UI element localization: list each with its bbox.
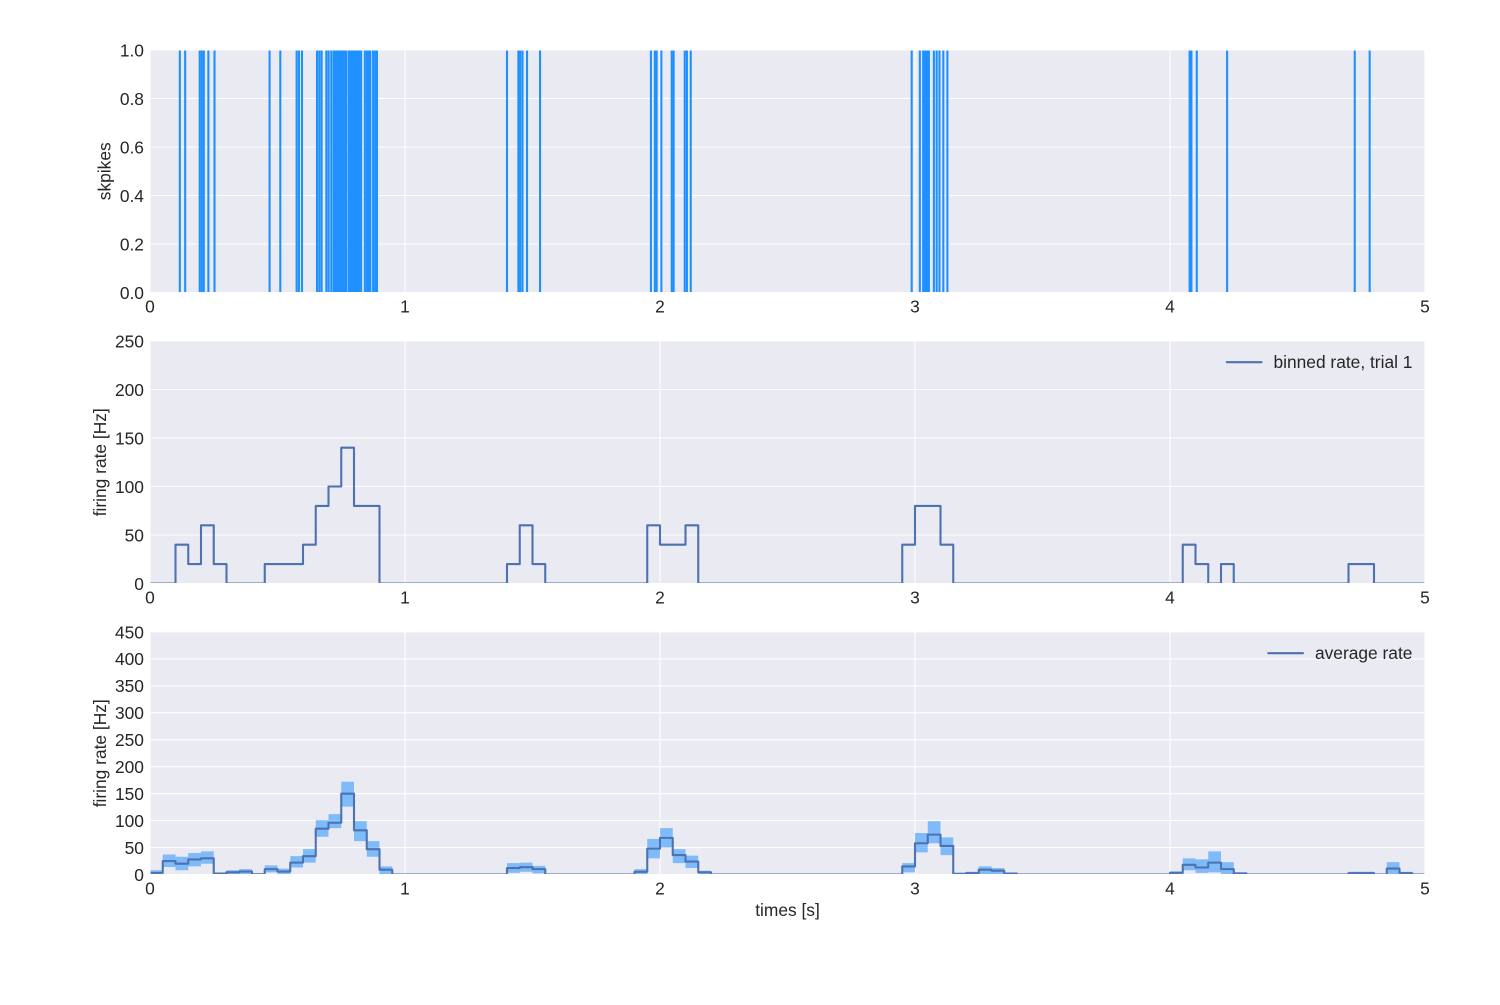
svg-text:0.0: 0.0 (120, 283, 144, 303)
svg-text:350: 350 (115, 676, 144, 696)
svg-text:3: 3 (910, 587, 920, 607)
svg-text:100: 100 (115, 811, 144, 831)
svg-text:0.6: 0.6 (120, 137, 144, 157)
svg-text:binned rate, trial 1: binned rate, trial 1 (1273, 352, 1412, 372)
svg-text:0: 0 (145, 296, 155, 316)
svg-text:1: 1 (400, 878, 410, 898)
svg-text:skpikes: skpikes (95, 142, 115, 200)
svg-text:2: 2 (655, 878, 665, 898)
svg-text:0: 0 (145, 587, 155, 607)
svg-text:0.4: 0.4 (120, 186, 144, 206)
svg-text:5: 5 (1420, 587, 1430, 607)
svg-text:1.0: 1.0 (120, 40, 144, 60)
svg-text:0: 0 (145, 878, 155, 898)
svg-text:0.2: 0.2 (120, 234, 144, 254)
svg-text:200: 200 (115, 757, 144, 777)
svg-text:50: 50 (125, 838, 144, 858)
svg-text:firing rate [Hz]: firing rate [Hz] (90, 699, 110, 807)
svg-text:0.8: 0.8 (120, 89, 144, 109)
svg-text:50: 50 (125, 525, 144, 545)
svg-text:450: 450 (115, 622, 144, 642)
svg-text:times [s]: times [s] (755, 900, 820, 920)
svg-text:4: 4 (1165, 587, 1175, 607)
svg-text:1: 1 (400, 296, 410, 316)
svg-text:250: 250 (115, 730, 144, 750)
svg-text:5: 5 (1420, 878, 1430, 898)
svg-text:150: 150 (115, 428, 144, 448)
svg-text:5: 5 (1420, 296, 1430, 316)
svg-text:firing rate [Hz]: firing rate [Hz] (90, 408, 110, 516)
svg-text:3: 3 (910, 878, 920, 898)
svg-text:3: 3 (910, 296, 920, 316)
svg-text:2: 2 (655, 296, 665, 316)
svg-text:200: 200 (115, 380, 144, 400)
svg-text:0: 0 (134, 865, 144, 885)
svg-text:2: 2 (655, 587, 665, 607)
svg-text:300: 300 (115, 703, 144, 723)
svg-text:100: 100 (115, 477, 144, 497)
svg-text:150: 150 (115, 784, 144, 804)
svg-text:average rate: average rate (1315, 643, 1412, 663)
svg-text:0: 0 (134, 574, 144, 594)
svg-text:400: 400 (115, 649, 144, 669)
svg-text:250: 250 (115, 331, 144, 351)
svg-text:1: 1 (400, 587, 410, 607)
svg-text:4: 4 (1165, 878, 1175, 898)
svg-text:4: 4 (1165, 296, 1175, 316)
